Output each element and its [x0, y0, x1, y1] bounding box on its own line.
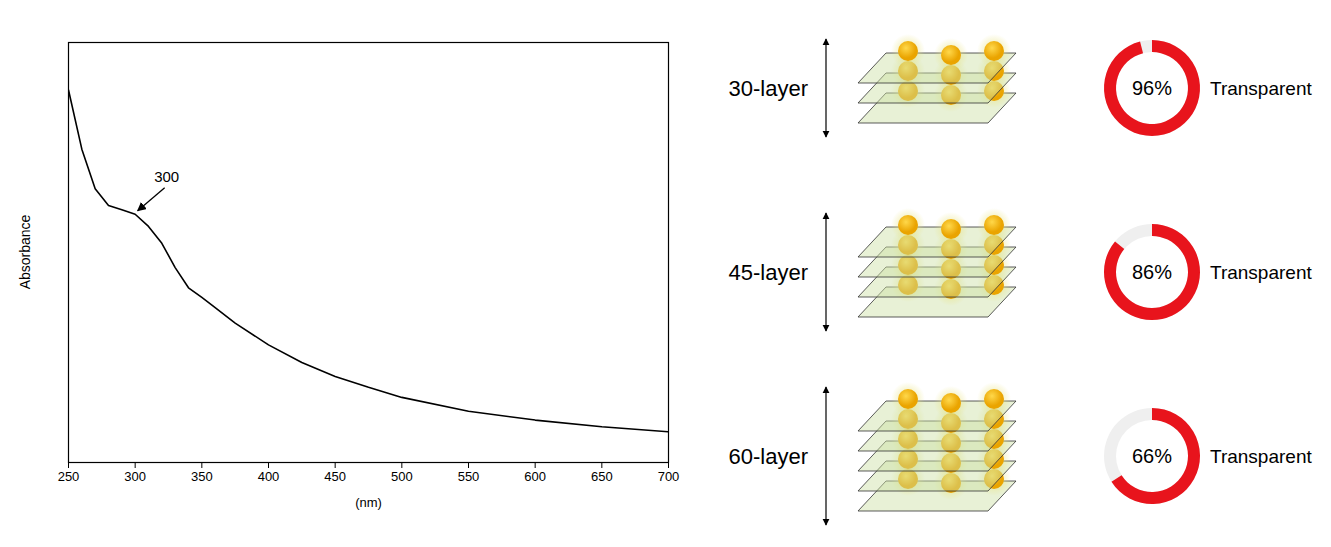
svg-text:300: 300 — [154, 168, 179, 185]
svg-text:(nm): (nm) — [355, 495, 382, 510]
svg-text:60-layer: 60-layer — [729, 444, 808, 469]
svg-text:250: 250 — [58, 469, 80, 484]
svg-text:350: 350 — [191, 469, 213, 484]
svg-text:550: 550 — [458, 469, 480, 484]
svg-text:Transparent: Transparent — [1210, 262, 1312, 283]
svg-text:700: 700 — [658, 469, 680, 484]
svg-text:96%: 96% — [1132, 77, 1172, 99]
svg-text:300: 300 — [124, 469, 146, 484]
svg-text:66%: 66% — [1132, 445, 1172, 467]
svg-text:450: 450 — [324, 469, 346, 484]
svg-text:600: 600 — [524, 469, 546, 484]
svg-text:Transparent: Transparent — [1210, 78, 1312, 99]
svg-text:650: 650 — [591, 469, 613, 484]
svg-text:500: 500 — [391, 469, 413, 484]
svg-text:Absorbance: Absorbance — [17, 214, 33, 289]
svg-text:400: 400 — [258, 469, 280, 484]
svg-text:30-layer: 30-layer — [729, 76, 808, 101]
svg-text:45-layer: 45-layer — [729, 260, 808, 285]
svg-text:Transparent: Transparent — [1210, 446, 1312, 467]
svg-text:86%: 86% — [1132, 261, 1172, 283]
